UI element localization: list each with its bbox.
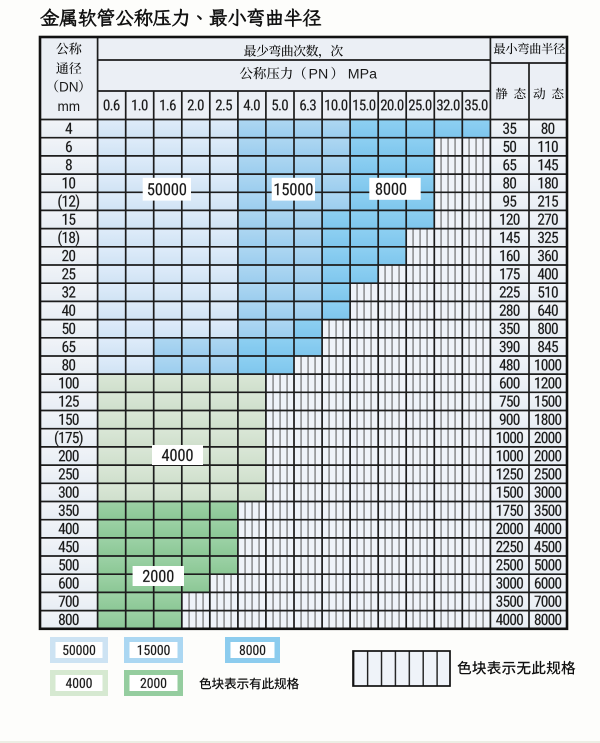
svg-text:mm: mm — [57, 99, 80, 114]
svg-text:PN: PN — [309, 67, 329, 83]
svg-text:DN: DN — [59, 80, 79, 95]
svg-text:MPa: MPa — [348, 67, 377, 83]
